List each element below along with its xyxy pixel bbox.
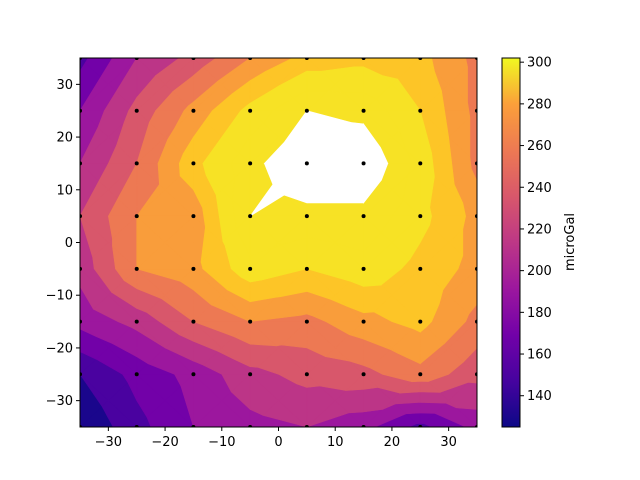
colorbar-frame <box>501 57 521 428</box>
sample-point <box>248 161 253 166</box>
sample-point <box>191 319 196 324</box>
x-axis: −30 −20 −10 0 10 20 30 <box>95 427 457 450</box>
sample-point <box>191 108 196 113</box>
sample-point <box>134 319 139 324</box>
y-tick-label: 30 <box>56 78 73 93</box>
sample-point <box>418 214 423 219</box>
y-tick-label: −10 <box>46 289 73 304</box>
y-tick-label: −30 <box>46 394 73 409</box>
sample-point <box>418 266 423 271</box>
x-tick-label: 10 <box>327 435 344 450</box>
sample-point <box>134 161 139 166</box>
colorbar-tick-label: 140 <box>527 389 552 404</box>
sample-point <box>361 266 366 271</box>
sample-point <box>304 319 309 324</box>
sample-point <box>361 108 366 113</box>
sample-point <box>418 161 423 166</box>
colorbar-tick-label: 280 <box>527 97 552 112</box>
sample-point <box>304 161 309 166</box>
sample-point <box>191 161 196 166</box>
contour-band-11 <box>249 109 389 217</box>
y-tick-label: 20 <box>56 131 73 146</box>
sample-point <box>248 214 253 219</box>
sample-point <box>248 266 253 271</box>
x-tick-label: −30 <box>95 435 122 450</box>
colorbar-tick-label: 220 <box>527 222 552 237</box>
y-tick-label: 0 <box>65 236 73 251</box>
colorbar-label: microGal <box>563 213 578 271</box>
colorbar-tick-label: 240 <box>527 181 552 196</box>
sample-point <box>134 214 139 219</box>
colorbar-tick-label: 180 <box>527 306 552 321</box>
y-axis: −30 −20 −10 0 10 20 30 <box>46 78 80 409</box>
sample-point <box>134 266 139 271</box>
colorbar-gradient <box>502 58 520 427</box>
x-tick-label: 30 <box>440 435 457 450</box>
sample-point <box>191 372 196 377</box>
sample-point <box>191 214 196 219</box>
sample-point <box>361 372 366 377</box>
plot-area <box>79 57 478 428</box>
sample-point <box>248 319 253 324</box>
colorbar: 140 160 180 200 220 240 260 280 300 microGal <box>501 56 578 428</box>
sample-point <box>304 214 309 219</box>
y-tick-label: 10 <box>56 183 73 198</box>
sample-point <box>304 108 309 113</box>
sample-point <box>248 372 253 377</box>
sample-point <box>361 161 366 166</box>
sample-point <box>191 266 196 271</box>
colorbar-tick-label: 260 <box>527 139 552 154</box>
colorbar-ticks: 140 160 180 200 220 240 260 280 300 <box>520 56 552 404</box>
contour-fills <box>80 58 477 427</box>
sample-point <box>418 319 423 324</box>
x-tick-label: 20 <box>384 435 401 450</box>
sample-point <box>248 108 253 113</box>
sample-point <box>361 214 366 219</box>
y-tick-label: −20 <box>46 341 73 356</box>
sample-point <box>418 108 423 113</box>
sample-point <box>361 319 366 324</box>
x-tick-label: −10 <box>208 435 235 450</box>
colorbar-tick-label: 300 <box>527 56 552 71</box>
x-tick-label: 0 <box>274 435 282 450</box>
sample-point <box>304 372 309 377</box>
sample-point <box>134 372 139 377</box>
sample-point <box>134 108 139 113</box>
sample-point <box>304 266 309 271</box>
x-tick-label: −20 <box>151 435 178 450</box>
sample-point <box>418 372 423 377</box>
colorbar-tick-label: 200 <box>527 264 552 279</box>
colorbar-tick-label: 160 <box>527 348 552 363</box>
